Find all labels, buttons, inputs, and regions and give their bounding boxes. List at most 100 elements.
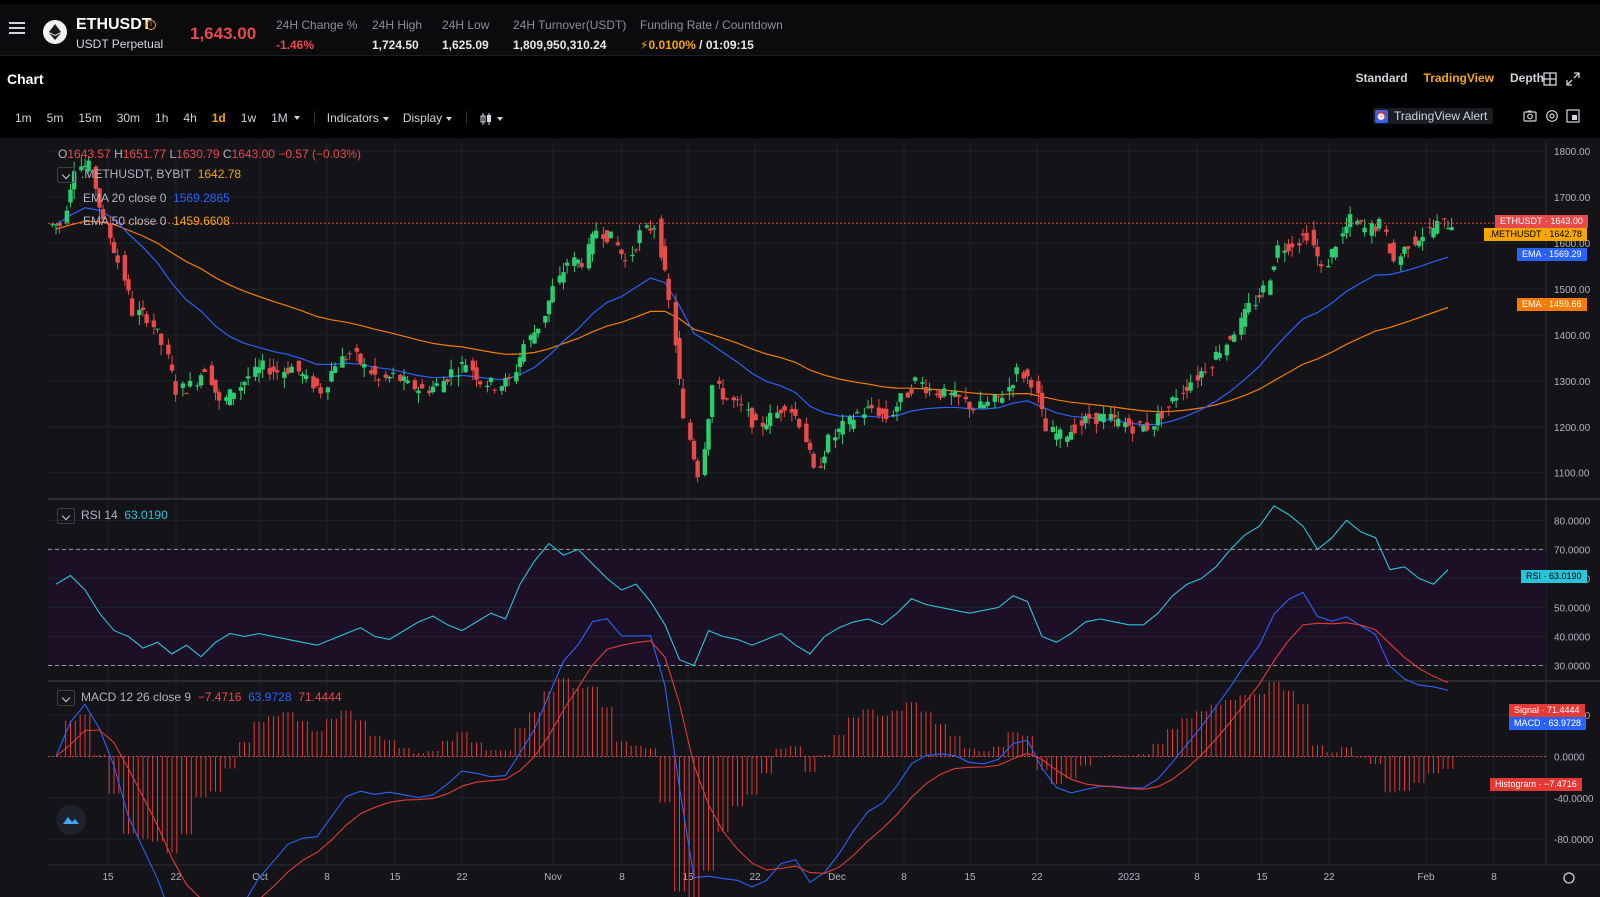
candle-body: [1257, 295, 1262, 298]
candle-body: [1028, 379, 1034, 388]
candle-body: [615, 242, 621, 246]
o-label: O: [58, 147, 68, 161]
candle-body: [1054, 433, 1059, 440]
candle-body: [985, 401, 990, 406]
time-tick-label: 22: [456, 872, 468, 883]
candle-body: [129, 298, 135, 316]
timeframe-1w[interactable]: 1w: [240, 111, 257, 125]
candle-body: [608, 231, 613, 239]
candle-body: [811, 453, 816, 468]
candle-body: [456, 375, 461, 377]
candle-body: [376, 379, 381, 381]
display-dropdown[interactable]: Display: [403, 111, 453, 125]
candle-body: [1014, 367, 1019, 375]
candle-body: [1079, 420, 1085, 426]
menu-icon[interactable]: [9, 22, 25, 34]
settings-gear-icon[interactable]: [1545, 109, 1559, 123]
time-tick-label: Dec: [828, 872, 846, 883]
collapse-icon[interactable]: [57, 167, 75, 183]
view-tradingview[interactable]: TradingView: [1423, 71, 1494, 85]
candle-body: [1246, 302, 1251, 313]
timeframe-more-icon[interactable]: [293, 116, 300, 120]
tradingview-logo-icon[interactable]: [56, 805, 86, 835]
chart-title: Chart: [7, 71, 44, 87]
candle-body: [184, 393, 189, 395]
ohlc-legend: O1643.57 H1651.77 L1630.79 C1643.00 −0.5…: [58, 147, 361, 161]
candle-body: [1123, 422, 1128, 428]
candle-body: [923, 386, 929, 394]
candle-body: [894, 406, 900, 412]
candle-body: [1318, 264, 1324, 267]
candle-body: [245, 376, 251, 379]
candle-body: [1231, 334, 1237, 342]
candle-body: [865, 406, 871, 408]
timeframe-5m[interactable]: 5m: [46, 111, 64, 125]
index-name: .METHUSDT, BYBIT: [81, 167, 192, 182]
candle-body: [1130, 426, 1135, 434]
symbol-name[interactable]: ETHUSDT: [76, 16, 152, 33]
info-icon[interactable]: i: [146, 20, 156, 30]
candle-body: [822, 456, 827, 464]
candle-body: [398, 374, 403, 381]
candle-body: [354, 347, 360, 352]
timeframe-1h[interactable]: 1h: [155, 111, 169, 125]
candle-body: [1057, 429, 1063, 439]
candle-body: [256, 367, 262, 374]
candle-body: [387, 376, 392, 379]
candle-body: [1376, 218, 1382, 229]
expand-icon[interactable]: [1566, 72, 1580, 86]
candle-body: [753, 414, 758, 421]
timeframe-30m[interactable]: 30m: [116, 111, 141, 125]
candle-body: [662, 246, 668, 271]
candle-body: [459, 362, 465, 364]
view-depth[interactable]: Depth: [1510, 71, 1544, 85]
candle-body: [1326, 265, 1331, 268]
ethereum-icon: [43, 20, 67, 44]
timeframe-1m[interactable]: 1m: [15, 111, 32, 125]
fullscreen-icon[interactable]: [1566, 109, 1580, 123]
candle-body: [633, 249, 639, 251]
candle-body: [543, 315, 548, 323]
collapse-icon[interactable]: [57, 690, 75, 706]
candle-body: [789, 409, 795, 413]
index-legend: .METHUSDT, BYBIT 1642.78: [57, 167, 241, 183]
index-value: 1642.78: [197, 167, 242, 182]
candle-body: [978, 401, 983, 409]
candle-body: [1260, 285, 1266, 293]
candle-body: [340, 356, 345, 368]
collapse-icon[interactable]: [57, 508, 75, 524]
candle-body: [503, 378, 508, 387]
candle-body: [155, 328, 160, 330]
candle-body: [224, 397, 229, 401]
candle-body: [140, 307, 146, 311]
candle-body: [1170, 397, 1175, 402]
camera-icon[interactable]: [1523, 109, 1537, 123]
ema50-legend: EMA 50 close 0 1459.6608: [83, 214, 230, 228]
candle-body: [1434, 220, 1440, 234]
candle-body: [1108, 413, 1114, 420]
timeframe-1M[interactable]: 1M: [271, 111, 288, 125]
layout-grid-icon[interactable]: [1543, 72, 1557, 86]
view-standard[interactable]: Standard: [1355, 71, 1408, 85]
timeframe-1d[interactable]: 1d: [211, 111, 226, 125]
tradingview-alert-button[interactable]: ⏰ TradingView Alert: [1373, 108, 1494, 124]
timeframe-4h[interactable]: 4h: [183, 111, 197, 125]
candle-body: [238, 387, 244, 391]
axis-settings-icon[interactable]: [1563, 872, 1575, 884]
candle-body: [1097, 414, 1103, 422]
candle-body: [1101, 413, 1106, 423]
stat-funding: Funding Rate / Countdown ⚡0.0100% / 01:0…: [640, 18, 783, 52]
candle-body: [999, 397, 1005, 403]
macd-tick-label: -80.0000: [1554, 835, 1594, 846]
timeframe-15m[interactable]: 15m: [78, 111, 102, 125]
time-tick-label: 15: [964, 872, 976, 883]
candle-body: [434, 383, 439, 386]
rsi-tick-label: 70.0000: [1554, 545, 1591, 556]
candle-body: [1333, 246, 1338, 258]
chart-type-dropdown[interactable]: [479, 111, 504, 125]
candle-body: [158, 333, 164, 345]
indicators-dropdown[interactable]: Indicators: [327, 111, 389, 125]
candle-body: [445, 379, 450, 382]
indicators-label: Indicators: [326, 111, 379, 125]
